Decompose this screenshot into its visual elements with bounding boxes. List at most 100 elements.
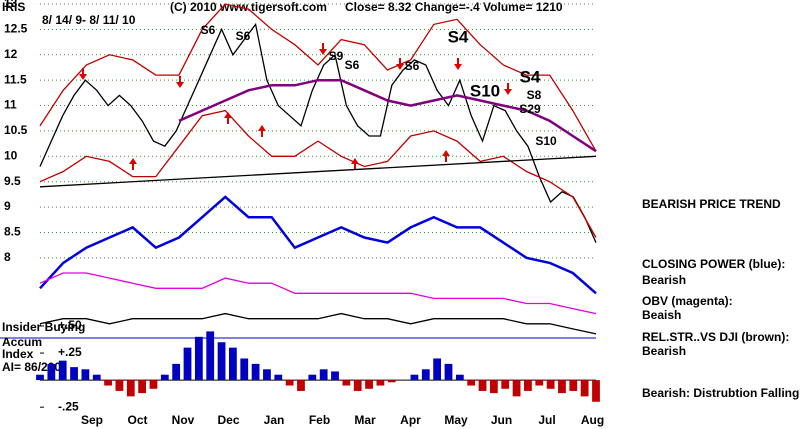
y-tick-label: 9: [4, 199, 11, 213]
bar: [240, 358, 249, 381]
sell-arrow: [454, 58, 462, 70]
y-tick-label: 9.5: [4, 174, 21, 188]
sell-arrow: [176, 76, 184, 88]
copyright: (C) 2010 www.tigersoft.com: [170, 0, 327, 14]
buy-arrow: [442, 150, 450, 162]
y-tick-label: 10.5: [4, 123, 28, 137]
side-note: Beaish: [642, 308, 681, 322]
side-note: Bearish: [642, 273, 686, 287]
bar: [410, 374, 419, 381]
y-tick-label: 8: [4, 250, 11, 264]
annotation: S29: [519, 102, 541, 116]
bar: [489, 380, 498, 394]
bar: [47, 363, 56, 381]
bar: [206, 331, 215, 381]
bar: [455, 374, 464, 381]
annotation: S10: [470, 81, 500, 100]
series-line: [39, 3, 597, 152]
buy-arrow: [258, 125, 266, 137]
bar: [535, 380, 544, 386]
bar: [183, 347, 192, 381]
x-tick-label: Jun: [491, 413, 512, 427]
bar: [342, 380, 351, 386]
bar: [501, 380, 510, 389]
x-tick-label: Oct: [127, 413, 147, 427]
x-tick-label: Jul: [538, 413, 555, 427]
side-note: REL.STR..VS DJI (brown):: [642, 330, 789, 344]
y-tick-label: 13: [4, 0, 18, 10]
series-line: [39, 109, 597, 238]
y-tick-label: 12: [4, 47, 18, 61]
bar: [172, 363, 181, 381]
y-tick-label: -.25: [58, 399, 79, 413]
annotation: S6: [405, 59, 420, 73]
quote: Close= 8.32 Change=-.4 Volume= 1210: [345, 0, 563, 14]
bar: [512, 380, 521, 397]
y-tick-label: 8.5: [4, 225, 21, 239]
buy-arrow: [129, 158, 137, 170]
bar: [524, 380, 532, 391]
bar: [444, 363, 453, 381]
bar: [467, 380, 476, 386]
series-line: [39, 272, 597, 315]
y-tick-label: 12.5: [4, 22, 28, 36]
side-note: Bearish: [642, 344, 686, 358]
annotation: S10: [535, 134, 557, 148]
bar: [217, 342, 226, 381]
bar: [421, 369, 430, 381]
x-tick-label: Feb: [309, 413, 330, 427]
bar: [194, 336, 203, 381]
x-tick-label: May: [444, 413, 468, 427]
bar: [433, 358, 442, 381]
series-line: [39, 195, 597, 295]
panel-label: Accum: [2, 335, 42, 349]
series-line: [39, 155, 597, 188]
bar: [353, 380, 362, 391]
bar: [263, 369, 271, 381]
bar: [138, 380, 147, 394]
series-line: [39, 22, 597, 243]
side-note: Bearish: Distrubtion Falling.: [642, 386, 800, 400]
side-note: CLOSING POWER (blue):: [642, 257, 785, 271]
bar: [365, 380, 373, 389]
sell-arrow: [504, 83, 512, 95]
y-tick-label: 10: [4, 148, 18, 162]
sell-arrow: [319, 43, 327, 55]
bar: [478, 380, 487, 391]
series-line: [178, 78, 597, 153]
bar: [285, 380, 294, 386]
y-tick-label: +.25: [58, 345, 82, 359]
y-tick-label: 11.5: [4, 72, 27, 86]
bar: [81, 369, 90, 381]
bar: [251, 363, 260, 381]
bar: [376, 380, 385, 386]
bar: [104, 380, 112, 386]
bar: [274, 374, 283, 381]
side-note: OBV (magenta):: [642, 294, 733, 308]
annotation: S4: [448, 27, 469, 46]
side-note: BEARISH PRICE TREND: [642, 197, 781, 211]
x-tick-label: Apr: [400, 413, 421, 427]
series-line: [39, 312, 597, 335]
bar: [70, 367, 78, 381]
annotation: S6: [236, 29, 251, 43]
bar: [160, 374, 169, 381]
panel-label: Index: [2, 347, 34, 361]
y-tick-label: +.50: [58, 318, 82, 332]
bar: [58, 360, 67, 381]
bar: [36, 374, 44, 381]
x-tick-label: Aug: [581, 413, 604, 427]
x-tick-label: Jan: [264, 413, 285, 427]
annotation: S8: [527, 88, 542, 102]
bar: [92, 374, 101, 381]
bar: [297, 380, 305, 391]
bar: [126, 380, 135, 397]
bar: [308, 374, 317, 381]
symbol: IRIS: [2, 0, 25, 14]
annotation: S6: [345, 58, 360, 72]
x-tick-label: Sep: [81, 413, 103, 427]
bar: [580, 380, 589, 397]
y-tick-label: 11: [4, 98, 17, 112]
bar: [558, 380, 566, 394]
